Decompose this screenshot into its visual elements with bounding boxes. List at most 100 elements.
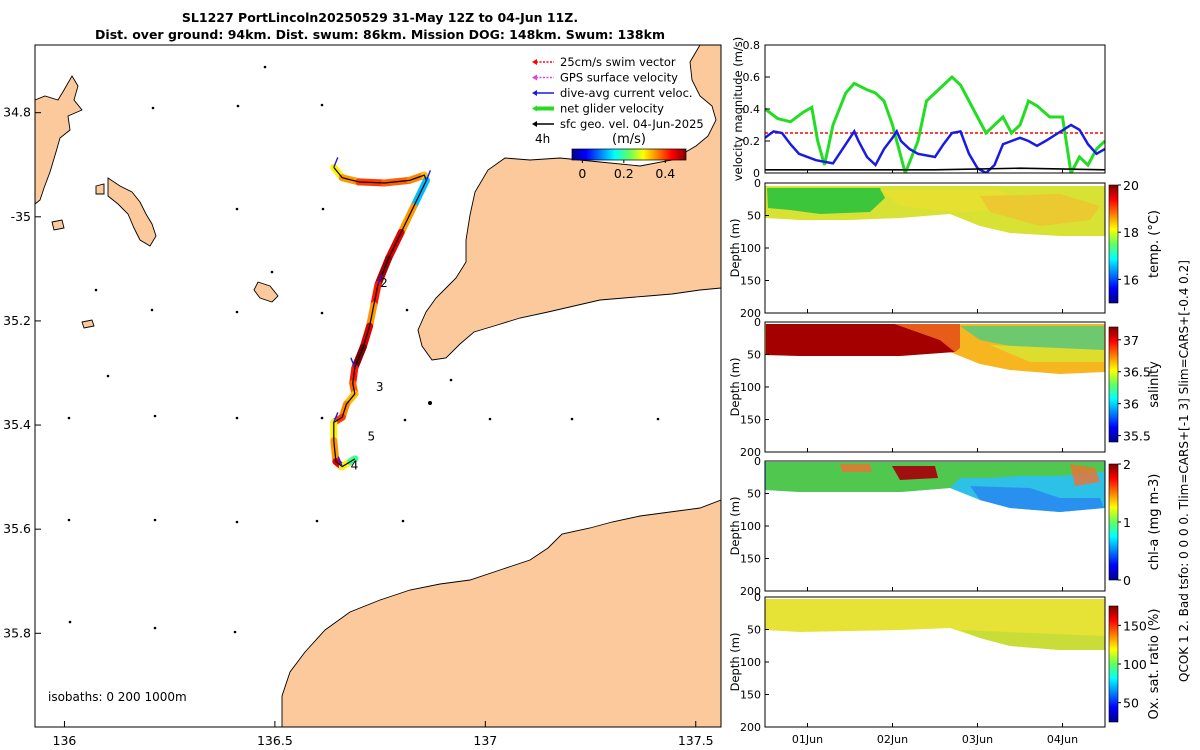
land-island-d	[51, 219, 65, 231]
salinity-yellow	[990, 345, 1104, 362]
colorbar-tick-label: 36.5	[1123, 365, 1151, 380]
velocity-panel: 0 0.2 0.4 0.6 0.8 velocity magnitude (m/s)	[731, 37, 1106, 182]
depth-tick-label: 50	[747, 624, 761, 637]
depth-tick-label: 100	[740, 381, 761, 394]
current-arrow	[377, 274, 383, 285]
temperature-surface-yellow	[880, 190, 1020, 212]
velocity-plot-area	[765, 45, 1105, 173]
temperature-colorbar	[1108, 184, 1119, 304]
current-arrow	[333, 157, 339, 168]
colorbar-tick-label: 0.4	[655, 166, 675, 181]
land-island-b	[253, 281, 279, 303]
map-y-axis: 34.8 -35 35.2 35.4 35.6 35.8	[3, 105, 41, 640]
chlorophyll-peak	[892, 466, 938, 480]
map-x-tick-label: 136.5	[257, 733, 293, 748]
velocity-ylabel: velocity magnitude (m/s)	[731, 37, 745, 182]
depth-tick-label: 100	[740, 520, 761, 533]
colorbar-tick-label: 100	[1123, 657, 1147, 672]
depth-tick-label: 100	[740, 242, 761, 255]
colorbar-tick-label: 16	[1123, 272, 1139, 287]
date-tick-label: 02Jun	[877, 733, 908, 746]
land-island-c	[81, 319, 95, 329]
colorbar-tick-label: 50	[1123, 696, 1139, 711]
speed-colorbar	[571, 148, 687, 161]
depth-tick-label: 150	[740, 553, 761, 566]
map-x-tick-label: 137.5	[678, 733, 714, 748]
current-arrow	[333, 412, 339, 423]
land-yorke-peninsula	[417, 45, 721, 361]
depth-tick-label: 50	[747, 349, 761, 362]
small-islets	[67, 65, 660, 634]
map-legend: 25cm/s swim vector GPS surface velocitydi…	[532, 55, 704, 131]
legend-arrowhead	[532, 90, 537, 96]
series-net-glider-velocity	[765, 74, 1105, 173]
date-tick-label: 03Jun	[962, 733, 993, 746]
date-axis: 01Jun 02Jun 03Jun 04Jun	[792, 169, 1078, 746]
track-centerline	[333, 166, 428, 468]
depth-axis-label: Depth (m)	[728, 497, 742, 556]
map-y-tick-label: 35.2	[3, 313, 31, 328]
velocity-y-tick-label: 0.2	[743, 135, 761, 148]
oxygen-deep	[960, 630, 1105, 650]
colorbar-tick-label: 18	[1123, 225, 1139, 240]
map-y-tick-label: 35.4	[3, 417, 31, 432]
figure-title-line2: Dist. over ground: 94km. Dist. swum: 86k…	[95, 27, 665, 42]
oxygen-panel	[764, 596, 1119, 728]
section-colorbar-label: temp. (°C)	[1147, 210, 1162, 278]
legend-arrowhead	[532, 59, 537, 65]
salinity-fresh-green	[960, 326, 1104, 354]
salinity-high-core	[766, 324, 955, 356]
depth-tick-label: 150	[740, 275, 761, 288]
velocity-y-axis: 0 0.2 0.4 0.6 0.8	[743, 39, 770, 180]
section-colorbar-label: chl-a (mg m-3)	[1147, 474, 1162, 571]
qc-side-note: QCOK 1 2. Bad tsfo: 0 0 0 0. Tlim=CARS+[…	[1177, 260, 1191, 682]
map-x-tick-label: 137	[473, 733, 497, 748]
depth-tick-label: 50	[747, 210, 761, 223]
legend-label: sfc geo. vel. 04-Jun-2025	[560, 117, 704, 131]
colorbar-tick-label: 1	[1123, 515, 1131, 530]
figure-title-line1: SL1227 PortLincoln20250529 31-May 12Z to…	[181, 10, 579, 25]
colorbar-tick-label: 150	[1123, 618, 1147, 633]
velocity-y-tick-label: 0.8	[743, 39, 761, 52]
colorbar-tick-label: 0	[1123, 573, 1131, 588]
chlorophyll-colorbar	[1108, 463, 1119, 581]
colorbar-tick-label: 20	[1123, 178, 1139, 193]
glider-track	[330, 157, 432, 471]
depth-axis-label: Depth (m)	[728, 358, 742, 417]
velocity-y-tick-label: 0	[753, 167, 760, 180]
salinity-colorbar	[1108, 326, 1119, 443]
interval-label: 4h	[535, 132, 550, 146]
chlorophyll-peak-halo	[840, 464, 1100, 486]
legend-label: GPS surface velocity	[560, 71, 678, 85]
depth-tick-label: 200	[740, 307, 761, 320]
speed-colorbar-ticks: 0 0.2 0.4	[578, 160, 675, 181]
depth-tick-label: 200	[740, 585, 761, 598]
day-label: 2	[380, 276, 388, 290]
depth-tick-label: 150	[740, 689, 761, 702]
legend-label: net glider velocity	[560, 102, 664, 116]
map-x-axis: 136 136.5 137 137.5	[53, 721, 714, 748]
current-arrow	[350, 357, 356, 369]
depth-tick-label: 50	[747, 488, 761, 501]
depth-tick-label: 200	[740, 446, 761, 459]
legend-label: dive-avg current veloc.	[560, 86, 693, 100]
land-island-e	[95, 183, 105, 195]
day-label: 4	[351, 458, 359, 472]
depth-axis-label: Depth (m)	[728, 633, 742, 692]
salinity-panel	[764, 321, 1119, 453]
map-x-tick-label: 136	[53, 733, 77, 748]
colorbar-tick-label: 0.2	[614, 166, 634, 181]
colorbar-tick-label: 35.5	[1123, 429, 1151, 444]
land-west-islands	[35, 75, 83, 205]
legend-arrowhead	[532, 105, 537, 112]
series-sfc-geo-vel-04-jun-2025	[765, 167, 1105, 171]
velocity-y-tick-label: 0.6	[743, 71, 761, 84]
day-label: 5	[367, 430, 375, 444]
colorbar-tick-label: 0	[578, 166, 586, 181]
depth-tick-label: 200	[740, 721, 761, 734]
chlorophyll-panel	[764, 460, 1119, 592]
map-panel: 136 136.5 137 137.5 34.8 -35 35.2 35.4 35.6 35.8…	[3, 44, 722, 748]
oxygen-colorbar	[1108, 605, 1119, 723]
